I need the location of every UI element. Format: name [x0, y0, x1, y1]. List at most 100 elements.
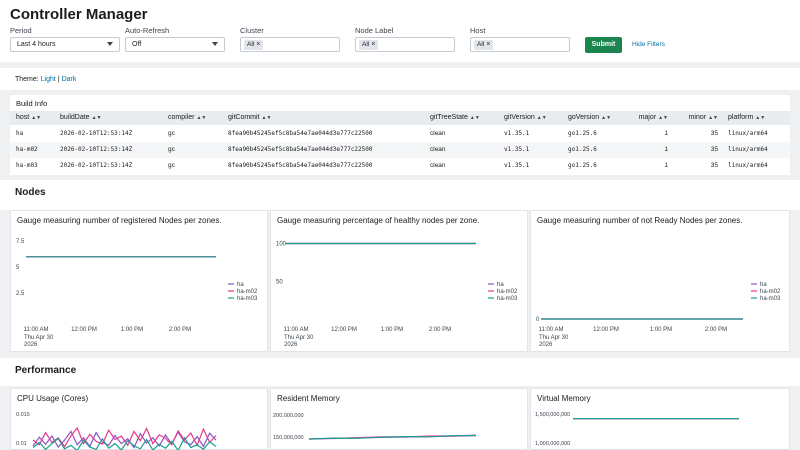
table-cell: go1.25.6	[568, 130, 597, 137]
sort-icon: ▲▼	[31, 115, 42, 121]
y-tick-label: 1,500,000,000	[535, 412, 570, 418]
cluster-label: Cluster	[240, 26, 264, 35]
theme-separator: |	[57, 76, 60, 83]
y-tick-label: 0	[536, 317, 540, 323]
x-tick-label: 11:00 AM	[24, 327, 49, 333]
table-cell: ha	[16, 130, 24, 137]
y-tick-label: 150,000,000	[273, 435, 304, 441]
column-header-minor[interactable]: minor ▲▼	[678, 111, 718, 125]
not-ready-nodes-chart: 0 11:00 AM 12:00 PM 1:00 PM 2:00 PM Thu Apr 3…	[536, 282, 781, 348]
column-header-label: minor	[688, 114, 707, 121]
legend-label: ha-m02	[760, 289, 781, 295]
host-multiselect[interactable]: All ×	[470, 37, 570, 52]
table-cell: 2026-02-10T12:53:14Z	[60, 130, 133, 137]
sort-icon: ▲▼	[261, 115, 272, 121]
table-cell: v1.35.1	[504, 146, 530, 153]
registered-nodes-chart: 7.5 5 2.5 11:00 AM 12:00 PM 1:00 PM 2:00 PM Thu…	[16, 239, 258, 348]
column-header-goVersion[interactable]: goVersion ▲▼	[568, 111, 628, 125]
table-cell: 1	[664, 146, 668, 153]
table-cell: 1	[664, 130, 668, 137]
table-cell: 35	[710, 146, 718, 153]
sort-icon: ▲▼	[91, 115, 102, 121]
column-header-label: compiler	[168, 114, 195, 121]
table-cell: gc	[168, 130, 175, 137]
chart-panel-resident-memory: Resident Memory 200,000,000 150,000,000	[270, 388, 528, 450]
table-cell: 8fea90b45245ef5c8ba54e7ae044d3e777c22500	[228, 146, 373, 153]
chart-panel-cpu: CPU Usage (Cores) 0.015 0.01	[10, 388, 268, 450]
chart-title: CPU Usage (Cores)	[17, 394, 89, 403]
x-tick-label: 2:00 PM	[169, 327, 191, 333]
chevron-down-icon	[212, 42, 218, 46]
theme-dark-link[interactable]: Dark	[61, 76, 77, 83]
chart-panel-not-ready-nodes: Gauge measuring number of not Ready Node…	[530, 210, 790, 352]
healthy-nodes-chart: 100 50 11:00 AM 12:00 PM 1:00 PM 2:00 PM Thu A…	[276, 242, 518, 348]
y-tick-label: 200,000,000	[273, 413, 304, 419]
column-header-gitVersion[interactable]: gitVersion ▲▼	[504, 111, 564, 125]
resident-memory-chart: 200,000,000 150,000,000	[273, 413, 477, 441]
column-header-label: goVersion	[568, 114, 600, 121]
column-header-host[interactable]: host ▲▼	[16, 111, 56, 125]
cpu-usage-chart: 0.015 0.01	[16, 412, 217, 450]
build-info-title: Build Info	[16, 99, 48, 108]
column-header-gitCommit[interactable]: gitCommit ▲▼	[228, 111, 428, 125]
table-cell: v1.35.1	[504, 162, 530, 169]
node-label-label: Node Label	[355, 26, 394, 35]
hide-filters-link[interactable]: Hide Filters	[632, 41, 665, 48]
host-chip[interactable]: All ×	[474, 40, 494, 50]
theme-light-link[interactable]: Light	[40, 76, 56, 83]
y-tick-label: 7.5	[16, 239, 25, 245]
legend-label: ha	[497, 282, 504, 288]
table-cell: linux/arm64	[728, 130, 768, 137]
column-header-label: gitVersion	[504, 114, 535, 121]
chart-title: Gauge measuring number of registered Nod…	[17, 216, 222, 225]
auto-refresh-value: Off	[132, 41, 142, 48]
column-header-buildDate[interactable]: buildDate ▲▼	[60, 111, 165, 125]
table-cell: 35	[710, 162, 718, 169]
table-cell: ha-m03	[16, 162, 38, 169]
submit-button[interactable]: Submit	[585, 37, 622, 53]
column-header-platform[interactable]: platform ▲▼	[728, 111, 788, 125]
column-header-label: gitCommit	[228, 114, 260, 121]
table-cell: go1.25.6	[568, 146, 597, 153]
table-cell: clean	[430, 146, 446, 153]
column-header-major[interactable]: major ▲▼	[630, 111, 668, 125]
y-tick-label: 1,000,000,000	[535, 441, 570, 447]
table-cell: ha-m02	[16, 146, 38, 153]
cluster-chip[interactable]: All ×	[244, 40, 264, 50]
cluster-multiselect[interactable]: All ×	[240, 37, 340, 52]
node-label-chip[interactable]: All ×	[359, 40, 379, 50]
chart-title: Virtual Memory	[537, 394, 591, 403]
x-tick-label: 11:00 AM	[539, 327, 564, 333]
close-icon: ×	[371, 41, 376, 48]
chart-panel-healthy-nodes: Gauge measuring percentage of healthy no…	[270, 210, 528, 352]
close-icon: ×	[486, 41, 491, 48]
sort-icon: ▲▼	[536, 115, 547, 121]
legend-label: ha-m03	[497, 296, 518, 302]
table-cell: clean	[430, 162, 446, 169]
table-cell: linux/arm64	[728, 162, 768, 169]
table-row: ha 2026-02-10T12:53:14Z gc 8fea90b45245ef5c…	[10, 126, 790, 142]
x-tick-sublabel: Thu Apr 30	[24, 335, 54, 341]
series-line-ha-m03	[32, 436, 217, 450]
period-dropdown[interactable]: Last 4 hours	[10, 37, 120, 52]
legend-label: ha	[760, 282, 767, 288]
column-header-compiler[interactable]: compiler ▲▼	[168, 111, 223, 125]
table-cell: 1	[664, 162, 668, 169]
table-cell: 35	[710, 130, 718, 137]
nodes-section: Nodes	[0, 180, 800, 210]
y-tick-label: 2.5	[16, 291, 25, 297]
column-header-gitTreeState[interactable]: gitTreeState ▲▼	[430, 111, 500, 125]
theme-label: Theme:	[15, 76, 39, 83]
sort-icon: ▲▼	[469, 115, 480, 121]
build-info-panel: Build Info host ▲▼ buildDate ▲▼ compiler ▲▼ gi…	[10, 95, 790, 175]
auto-refresh-dropdown[interactable]: Off	[125, 37, 225, 52]
node-label-multiselect[interactable]: All ×	[355, 37, 455, 52]
period-value: Last 4 hours	[17, 41, 56, 48]
sort-icon: ▲▼	[658, 115, 668, 121]
y-tick-label: 5	[16, 265, 20, 271]
table-cell: go1.25.6	[568, 162, 597, 169]
x-tick-sublabel: 2026	[539, 342, 553, 348]
nodes-section-title: Nodes	[15, 187, 46, 198]
legend-label: ha-m03	[237, 296, 258, 302]
table-cell: clean	[430, 130, 446, 137]
